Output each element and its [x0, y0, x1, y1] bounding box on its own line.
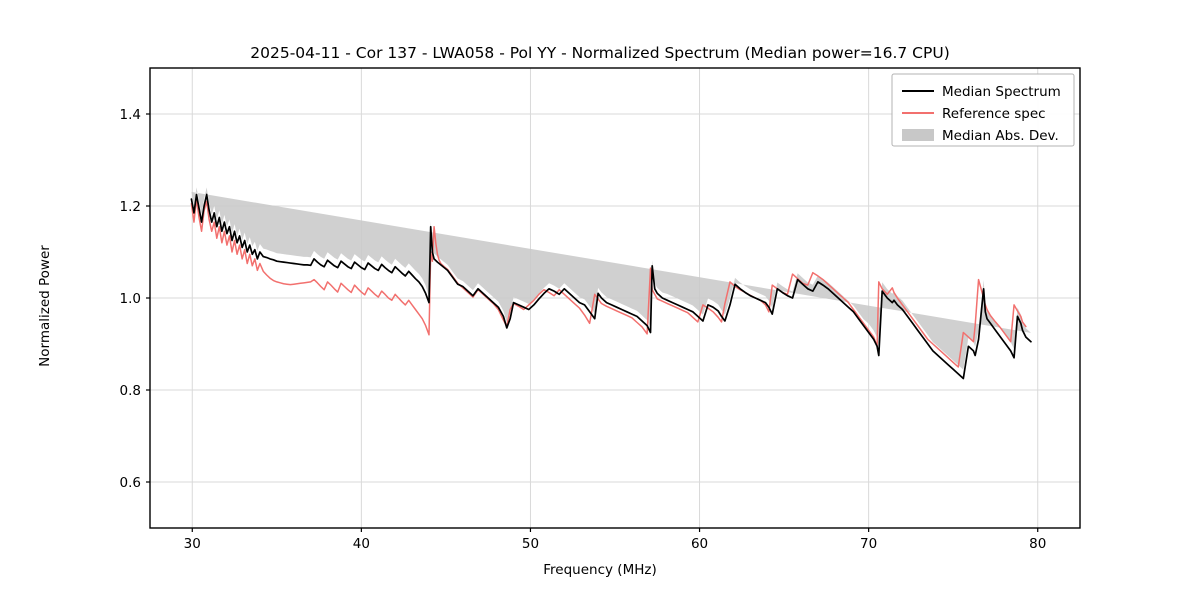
legend-label: Median Spectrum — [942, 84, 1061, 100]
median-abs-dev-band — [191, 187, 1031, 370]
legend-box[interactable]: Median Spectrum Reference spec Median Abs.… — [891, 73, 1075, 147]
y-tick-label: 0.8 — [120, 383, 141, 399]
legend-label: Median Abs. Dev. — [942, 128, 1059, 144]
y-tick-label: 0.6 — [120, 475, 141, 491]
y-tick-label: 1.0 — [120, 291, 141, 307]
x-tick-label: 30 — [184, 536, 201, 552]
chart-title: 2025-04-11 - Cor 137 - LWA058 - Pol YY -… — [250, 44, 950, 62]
x-tick-label: 50 — [522, 536, 539, 552]
x-tick-label: 70 — [860, 536, 877, 552]
y-tick-label: 1.4 — [120, 107, 141, 123]
legend-label: Reference spec — [942, 106, 1046, 122]
spectrum-lines — [190, 193, 1032, 380]
legend-swatch-band — [902, 129, 934, 141]
x-tick-label: 40 — [353, 536, 370, 552]
x-axis-label: Frequency (MHz) — [543, 562, 657, 578]
x-tick-label: 60 — [691, 536, 708, 552]
x-tick-label: 80 — [1029, 536, 1046, 552]
axis-ticks: 30 40 50 60 70 80 0.6 0.8 1.0 1.2 1.4 — [120, 107, 1047, 552]
y-tick-label: 1.2 — [120, 199, 141, 215]
grid-lines — [150, 68, 1080, 528]
